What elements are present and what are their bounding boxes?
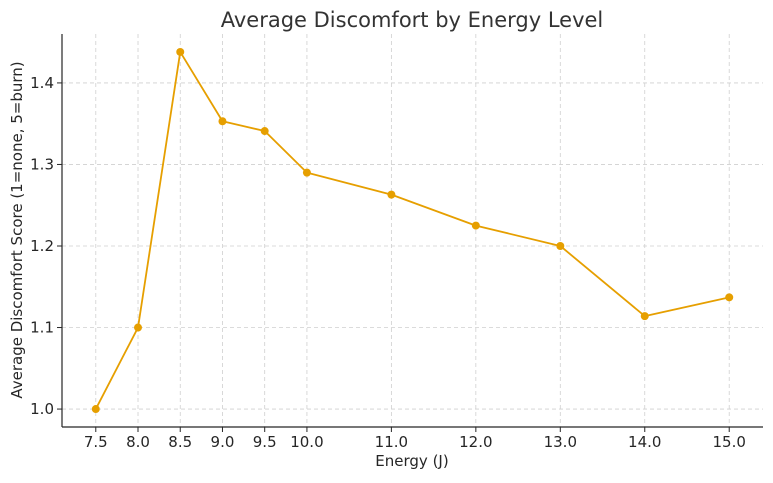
y-tick-label: 1.1 xyxy=(30,319,54,337)
y-tick-label: 1.2 xyxy=(30,237,54,255)
x-tick-label: 15.0 xyxy=(713,433,746,451)
data-point xyxy=(176,47,185,56)
axes: 7.5 8.0 8.5 9.0 9.5 10.0 11.0 12.0 13.0 14.0 15.0 1… xyxy=(30,34,763,451)
x-tick-label: 7.5 xyxy=(84,433,108,451)
data-point xyxy=(387,190,396,199)
grid xyxy=(62,34,763,427)
data-point xyxy=(134,323,143,332)
y-tick-label: 1.0 xyxy=(30,400,54,418)
data-point xyxy=(556,241,565,250)
data-point xyxy=(640,312,649,321)
data-point xyxy=(725,293,734,302)
x-tick-label: 12.0 xyxy=(459,433,492,451)
x-tick-label: 10.0 xyxy=(290,433,323,451)
x-tick-label: 13.0 xyxy=(544,433,577,451)
y-tick-label: 1.4 xyxy=(30,74,54,92)
data-point xyxy=(471,221,480,230)
chart-title: Average Discomfort by Energy Level xyxy=(221,8,604,32)
x-tick-label: 9.0 xyxy=(211,433,235,451)
x-tick-label: 11.0 xyxy=(375,433,408,451)
x-tick-label: 9.5 xyxy=(253,433,277,451)
series-layer xyxy=(91,47,734,414)
series-line xyxy=(94,51,730,410)
data-point xyxy=(218,117,227,126)
x-axis-label: Energy (J) xyxy=(375,452,448,470)
data-point xyxy=(91,405,100,414)
data-point xyxy=(302,168,311,177)
data-point xyxy=(260,127,269,136)
y-tick-label: 1.3 xyxy=(30,155,54,173)
x-tick-label: 14.0 xyxy=(628,433,661,451)
x-tick-label: 8.0 xyxy=(126,433,150,451)
y-axis-label: Average Discomfort Score (1=none, 5=burn… xyxy=(8,61,26,398)
x-tick-label: 8.5 xyxy=(168,433,192,451)
